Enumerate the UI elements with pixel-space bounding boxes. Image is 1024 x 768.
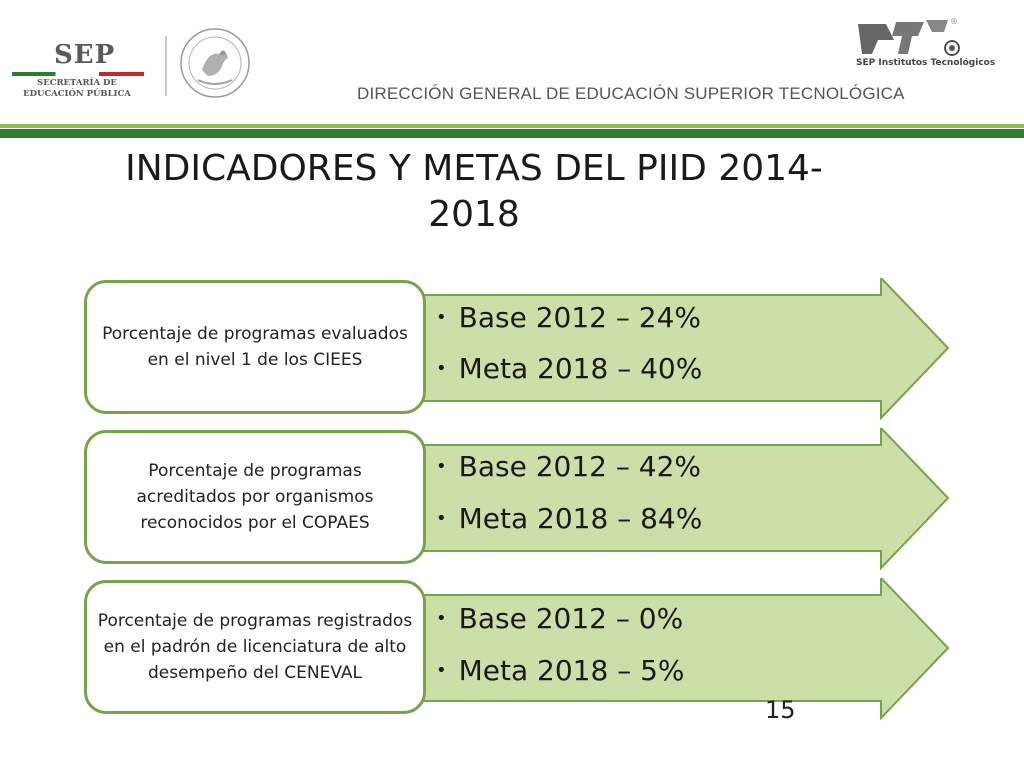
header-rule-dark (0, 129, 1024, 138)
sep-logo-flag-bar (12, 72, 144, 76)
bullet-icon: • (436, 608, 447, 629)
bullet-icon: • (436, 456, 447, 477)
slide-title-line1: INDICADORES Y METAS DEL PIID 2014- (125, 148, 823, 189)
sep-subtitle-line2: EDUCACIÓN PÚBLICA (23, 89, 131, 99)
indicator-label-1: Porcentaje de programas evaluados en el … (84, 280, 426, 414)
indicator-row-3: Porcentaje de programas registrados en e… (0, 578, 1024, 723)
bullet-icon: • (436, 660, 447, 681)
sep-logo-title: SEP (54, 40, 116, 70)
page-number: 15 (765, 696, 796, 724)
bullet-icon: • (436, 508, 447, 529)
sep-logo-subtitle: SECRETARÍA DE EDUCACIÓN PÚBLICA (2, 78, 152, 100)
indicator-row-2: Porcentaje de programas acreditados por … (0, 428, 1024, 573)
header-divider (165, 36, 167, 96)
slide-title: INDICADORES Y METAS DEL PIID 2014- 2018 (84, 146, 864, 238)
base-value-1: • Base 2012 – 24% (436, 301, 701, 334)
registered-mark: ® (950, 17, 958, 26)
base-value-2: • Base 2012 – 42% (436, 450, 701, 483)
it-logo-text: SEP Institutos Tecnológicos (856, 58, 996, 68)
it-logo-mark-icon (858, 20, 960, 56)
sep-subtitle-line1: SECRETARÍA DE (37, 78, 117, 88)
bullet-icon: • (436, 307, 447, 328)
indicator-row-1: Porcentaje de programas evaluados en el … (0, 278, 1024, 423)
mexico-coat-of-arms-seal-icon (180, 28, 250, 98)
slide-title-line2: 2018 (428, 194, 520, 235)
sep-logo: SEP SECRETARÍA DE EDUCACIÓN PÚBLICA (8, 40, 158, 100)
meta-value-1: • Meta 2018 – 40% (436, 352, 703, 385)
indicator-label-3: Porcentaje de programas registrados en e… (84, 580, 426, 714)
direction-label: DIRECCIÓN GENERAL DE EDUCACIÓN SUPERIOR … (357, 84, 905, 103)
base-value-3: • Base 2012 – 0% (436, 602, 684, 635)
header-rule-light (0, 124, 1024, 128)
meta-value-3: • Meta 2018 – 5% (436, 654, 685, 687)
bullet-icon: • (436, 358, 447, 379)
institutos-tecnologicos-logo: SEP Institutos Tecnológicos (856, 18, 995, 78)
meta-value-2: • Meta 2018 – 84% (436, 502, 703, 535)
indicator-label-2: Porcentaje de programas acreditados por … (84, 430, 426, 564)
